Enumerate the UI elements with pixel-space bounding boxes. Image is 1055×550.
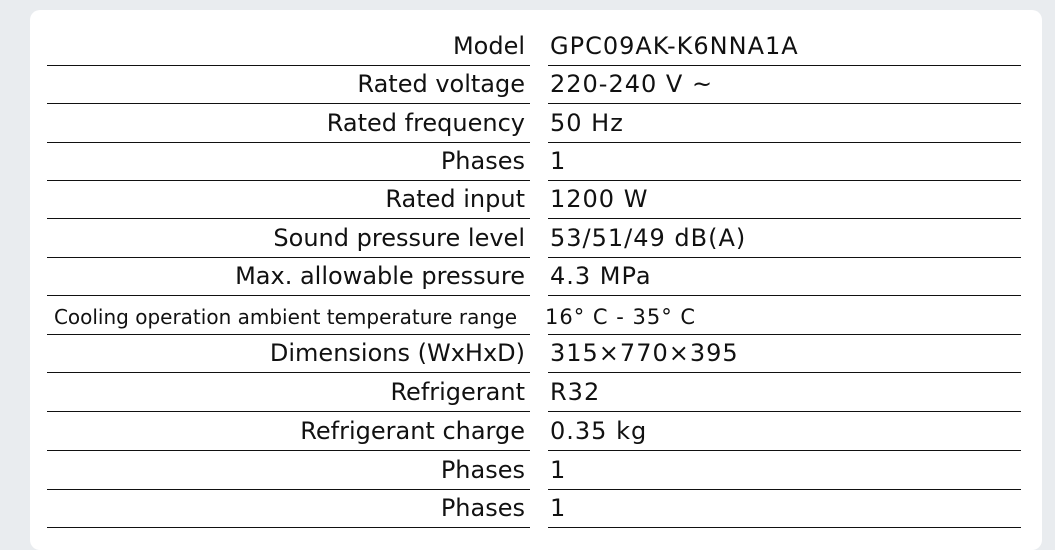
spec-row: Phases 1	[0, 454, 1055, 492]
spec-row: Refrigerant R32	[0, 376, 1055, 414]
spec-value: 315×770×395	[550, 339, 739, 367]
spec-label: Phases	[440, 494, 525, 522]
spec-label: Refrigerant charge	[300, 417, 525, 445]
row-rule	[47, 489, 530, 490]
row-rule	[47, 372, 530, 373]
spec-row: Sound pressure level 53/51/49 dB(A)	[0, 222, 1055, 260]
spec-row: Phases 1	[0, 492, 1055, 530]
row-rule	[47, 65, 530, 66]
row-rule	[548, 527, 1021, 528]
spec-row: Rated input 1200 W	[0, 183, 1055, 221]
row-rule	[548, 489, 1021, 490]
spec-value: 16° C - 35° C	[545, 305, 697, 329]
spec-label: Sound pressure level	[273, 224, 525, 252]
spec-value: 1	[550, 494, 567, 522]
row-rule	[548, 295, 1021, 296]
row-rule	[548, 372, 1021, 373]
row-rule	[47, 257, 530, 258]
spec-value: 50 Hz	[550, 109, 624, 137]
spec-label: Max. allowable pressure	[235, 262, 525, 290]
row-rule	[47, 450, 530, 451]
row-rule	[548, 180, 1021, 181]
spec-row: Model GPC09AK-K6NNA1A	[0, 30, 1055, 68]
spec-row: Max. allowable pressure 4.3 MPa	[0, 260, 1055, 298]
row-rule	[548, 257, 1021, 258]
spec-value: 53/51/49 dB(A)	[550, 224, 747, 252]
spec-label: Cooling operation ambient temperature ra…	[53, 305, 517, 329]
spec-row: Rated frequency 50 Hz	[0, 107, 1055, 145]
spec-row: Phases 1	[0, 145, 1055, 183]
spec-label: Refrigerant	[390, 378, 525, 406]
row-rule	[47, 180, 530, 181]
row-rule	[47, 527, 530, 528]
spec-value: R32	[550, 378, 601, 406]
panel	[30, 10, 1042, 550]
spec-value: 1	[550, 456, 567, 484]
row-rule	[47, 411, 530, 412]
row-rule	[548, 411, 1021, 412]
spec-row: Rated voltage 220-240 V ~	[0, 68, 1055, 106]
row-rule	[47, 334, 530, 335]
row-rule	[47, 218, 530, 219]
row-rule	[47, 295, 530, 296]
spec-row: Dimensions (WxHxD) 315×770×395	[0, 337, 1055, 375]
row-rule	[548, 334, 1021, 335]
spec-value: 220-240 V ~	[550, 70, 714, 98]
spec-label: Rated voltage	[357, 70, 525, 98]
spec-label: Phases	[440, 456, 525, 484]
spec-value: 1200 W	[550, 185, 649, 213]
spec-value: 1	[550, 147, 567, 175]
spec-label: Dimensions (WxHxD)	[269, 339, 525, 367]
spec-value: 4.3 MPa	[550, 262, 652, 290]
spec-value: 0.35 kg	[550, 417, 648, 445]
row-rule	[548, 65, 1021, 66]
spec-label: Phases	[440, 147, 525, 175]
row-rule	[548, 218, 1021, 219]
row-rule	[548, 142, 1021, 143]
spec-label: Model	[452, 32, 525, 60]
spec-row: Cooling operation ambient temperature ra…	[0, 299, 1055, 337]
row-rule	[47, 103, 530, 104]
spec-row: Refrigerant charge 0.35 kg	[0, 415, 1055, 453]
spec-value: GPC09AK-K6NNA1A	[550, 32, 799, 60]
row-rule	[548, 103, 1021, 104]
spec-label: Rated frequency	[326, 109, 525, 137]
spec-label: Rated input	[385, 185, 525, 213]
row-rule	[548, 450, 1021, 451]
row-rule	[47, 142, 530, 143]
